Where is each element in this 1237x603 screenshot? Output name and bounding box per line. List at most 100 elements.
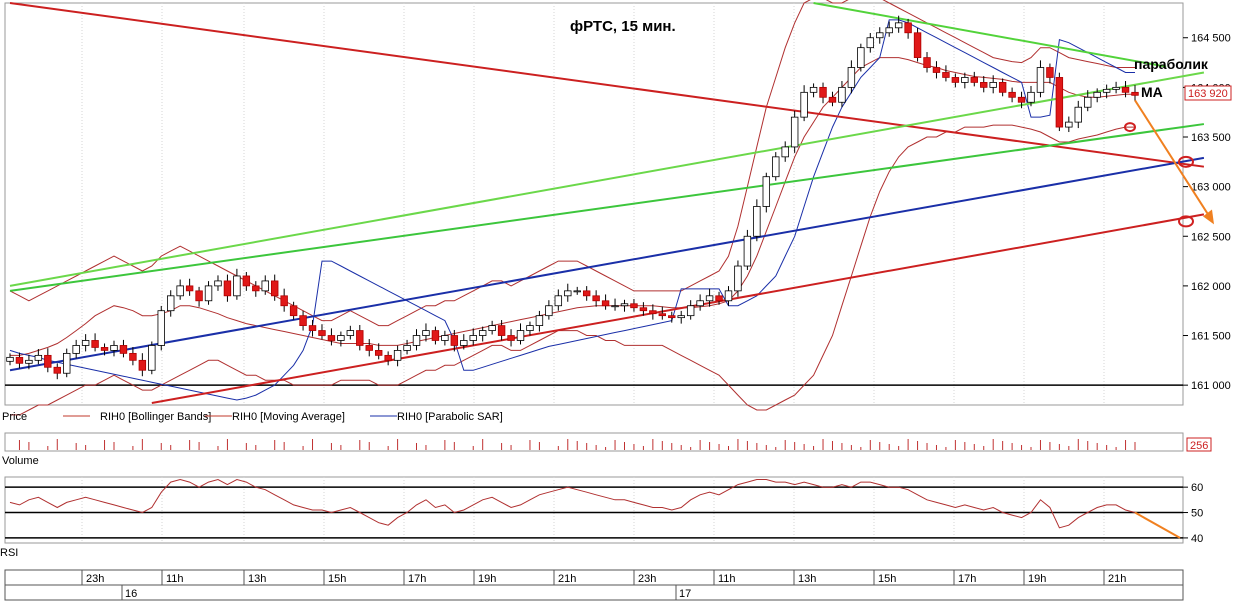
candle-body bbox=[412, 335, 421, 346]
candle-body bbox=[44, 354, 52, 368]
legend-ma-label: RIH0 [Moving Average] bbox=[232, 411, 345, 423]
candle-body bbox=[686, 305, 695, 317]
legend-strip bbox=[0, 407, 1183, 425]
candle-body bbox=[894, 22, 903, 29]
candle-body bbox=[582, 290, 591, 297]
chart-title: фРТС, 15 мин. bbox=[570, 18, 676, 35]
time-label-13: 21h bbox=[1108, 573, 1126, 585]
candle-body bbox=[507, 335, 515, 341]
price-tick-label: 161 500 bbox=[1191, 331, 1231, 343]
candle-body bbox=[705, 295, 714, 302]
candle-body bbox=[384, 354, 392, 361]
candle-body bbox=[904, 22, 912, 34]
candle-body bbox=[1027, 91, 1035, 103]
price-tick-label: 163 500 bbox=[1191, 132, 1231, 144]
candle-body bbox=[34, 354, 43, 361]
bollinger-upper-line bbox=[9, 0, 1135, 327]
candle-body bbox=[639, 307, 648, 312]
candle-body bbox=[781, 146, 789, 158]
parabolic-sar bbox=[9, 19, 1135, 401]
candle-body bbox=[63, 352, 71, 374]
time-label-7: 23h bbox=[638, 573, 656, 585]
candle-body bbox=[545, 305, 553, 317]
rsi-forecast-line bbox=[1134, 511, 1181, 539]
candle-body bbox=[866, 37, 875, 49]
candle-body bbox=[1084, 96, 1092, 108]
candle-body bbox=[980, 82, 988, 88]
rsi-tick-label: 60 bbox=[1191, 482, 1203, 494]
candle-body bbox=[242, 275, 251, 287]
time-label-11: 17h bbox=[958, 573, 976, 585]
candle-body bbox=[592, 295, 600, 302]
time-label-0: 23h bbox=[86, 573, 104, 585]
candle-body bbox=[989, 82, 997, 88]
candle-body bbox=[356, 330, 364, 346]
candle-body bbox=[1017, 96, 1026, 103]
candle-body bbox=[564, 290, 572, 297]
candle-body bbox=[1102, 88, 1111, 93]
candle-body bbox=[327, 335, 336, 341]
candle-body bbox=[308, 325, 317, 331]
time-label-1: 11h bbox=[166, 573, 184, 585]
candle-body bbox=[488, 325, 496, 331]
candle-body bbox=[337, 335, 345, 341]
candle-body bbox=[81, 340, 90, 346]
candle-body bbox=[611, 305, 619, 308]
candle-body bbox=[942, 72, 950, 78]
candle-body bbox=[280, 295, 288, 307]
candle-body bbox=[422, 330, 430, 336]
candle-body bbox=[554, 295, 563, 307]
candle-body bbox=[497, 325, 506, 336]
candle-body bbox=[998, 82, 1007, 93]
legend-bollinger-label: RIH0 [Bollinger Bands] bbox=[100, 411, 211, 423]
candle-body bbox=[53, 366, 61, 374]
volume-bars bbox=[18, 439, 1136, 450]
candle-body bbox=[1121, 86, 1130, 93]
candle-body bbox=[167, 295, 175, 312]
candle-body bbox=[876, 32, 884, 39]
marker-circle-3 bbox=[1178, 215, 1194, 228]
candle-body bbox=[460, 340, 468, 346]
time-label-10: 15h bbox=[878, 573, 896, 585]
rsi-label: RSI bbox=[0, 547, 18, 559]
candle-body bbox=[214, 280, 222, 287]
candle-body bbox=[1112, 86, 1120, 90]
candle-body bbox=[743, 235, 752, 267]
candle-body bbox=[535, 315, 544, 326]
candle-body bbox=[1131, 91, 1139, 96]
vertical-grid bbox=[5, 3, 1183, 543]
volume-label: Volume bbox=[2, 455, 39, 467]
candle-body bbox=[100, 347, 109, 351]
candle-body bbox=[932, 67, 941, 73]
candle-body bbox=[176, 285, 184, 297]
candle-body bbox=[838, 86, 846, 103]
time-label-8: 11h bbox=[718, 573, 736, 585]
moving-average bbox=[10, 57, 1135, 356]
candle-body bbox=[809, 86, 818, 93]
candle-body bbox=[762, 176, 771, 207]
candle-body bbox=[715, 295, 723, 302]
last-price-box bbox=[1184, 85, 1232, 101]
candle-body bbox=[601, 300, 610, 307]
candle-body bbox=[951, 77, 960, 83]
marker-circle-1 bbox=[1124, 122, 1136, 133]
forecast-arrow-line bbox=[1134, 99, 1211, 218]
day-label-1: 17 bbox=[679, 588, 691, 600]
candle-body bbox=[1055, 77, 1064, 128]
candle-body bbox=[6, 356, 14, 362]
legend-sar-label: RIH0 [Parabolic SAR] bbox=[397, 411, 503, 423]
candle-body bbox=[630, 303, 638, 309]
time-label-9: 13h bbox=[798, 573, 816, 585]
candle-body bbox=[157, 310, 165, 346]
candle-body bbox=[1093, 91, 1101, 98]
candle-body bbox=[270, 280, 279, 297]
candle-body bbox=[129, 352, 137, 361]
marker-circle-2 bbox=[1178, 155, 1194, 168]
price-tick-label: 164 500 bbox=[1191, 33, 1231, 45]
moving-average-line bbox=[10, 57, 1135, 356]
trendline-red-support bbox=[151, 213, 1205, 404]
time-label-6: 21h bbox=[558, 573, 576, 585]
candle-body bbox=[431, 330, 440, 341]
candle-body bbox=[772, 156, 780, 178]
rsi-tick-label: 50 bbox=[1191, 508, 1203, 520]
